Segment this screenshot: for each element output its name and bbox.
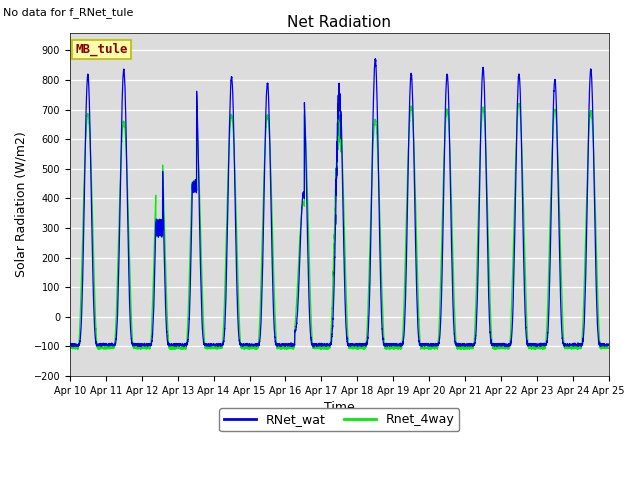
RNet_wat xyxy=(476,214,483,219)
RNet_wat xyxy=(66,340,74,346)
Rnet_4way xyxy=(515,100,523,106)
RNet_wat xyxy=(605,342,612,348)
Rnet_4way xyxy=(321,346,329,352)
X-axis label: Time: Time xyxy=(324,401,355,414)
Line: RNet_wat: RNet_wat xyxy=(70,59,609,347)
RNet_wat xyxy=(249,342,257,348)
Rnet_4way xyxy=(605,346,612,351)
RNet_wat xyxy=(321,342,329,348)
Legend: RNet_wat, Rnet_4way: RNet_wat, Rnet_4way xyxy=(220,408,460,432)
Line: Rnet_4way: Rnet_4way xyxy=(70,103,609,349)
Rnet_4way xyxy=(460,344,468,350)
Rnet_4way xyxy=(66,344,74,350)
Rnet_4way xyxy=(249,343,257,349)
RNet_wat xyxy=(310,344,317,350)
Rnet_4way xyxy=(576,345,584,350)
RNet_wat xyxy=(576,341,584,347)
Rnet_4way xyxy=(582,209,590,215)
Text: MB_tule: MB_tule xyxy=(76,43,128,56)
Title: Net Radiation: Net Radiation xyxy=(287,15,391,30)
RNet_wat xyxy=(372,56,380,62)
Text: No data for f_RNet_tule: No data for f_RNet_tule xyxy=(3,7,134,18)
Rnet_4way xyxy=(475,186,483,192)
Y-axis label: Solar Radiation (W/m2): Solar Radiation (W/m2) xyxy=(15,132,28,277)
RNet_wat xyxy=(460,342,468,348)
Rnet_4way xyxy=(354,347,362,352)
RNet_wat xyxy=(582,248,590,254)
